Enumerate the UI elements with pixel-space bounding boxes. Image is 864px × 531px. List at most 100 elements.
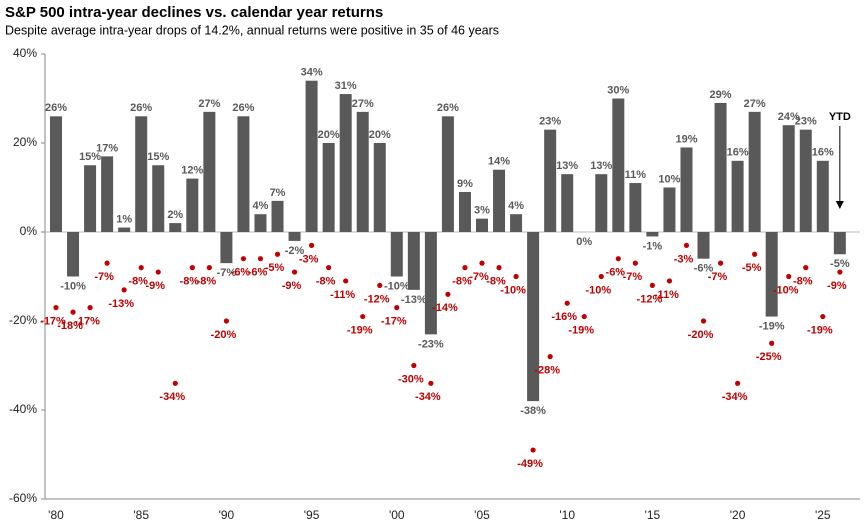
- decline-label: -8%: [486, 276, 506, 288]
- bar-label: -19%: [759, 320, 785, 332]
- bar-label: -23%: [418, 338, 444, 350]
- bar: [186, 178, 199, 232]
- decline-dot: [274, 251, 281, 257]
- bar: [237, 116, 250, 232]
- bar-label: 3%: [474, 205, 490, 217]
- bar: [135, 116, 148, 232]
- x-tick-label: '85: [133, 508, 149, 522]
- decline-label: -14%: [432, 302, 458, 314]
- bar: [203, 111, 216, 232]
- decline-dot: [223, 318, 229, 324]
- bar-label: 31%: [335, 80, 357, 92]
- decline-dot: [513, 273, 519, 280]
- decline-label: -9%: [282, 280, 302, 292]
- bar: [458, 191, 471, 232]
- bar: [833, 232, 846, 255]
- decline-dot: [666, 278, 673, 284]
- bar-label: 12%: [181, 165, 203, 177]
- bar-label: 23%: [795, 116, 817, 128]
- decline-dot: [138, 265, 144, 271]
- bar-label: -1%: [643, 240, 663, 252]
- decline-dot: [769, 340, 775, 346]
- decline-dot: [240, 256, 247, 262]
- decline-dot: [581, 313, 587, 320]
- decline-dot: [837, 269, 843, 275]
- y-tick-label: -60%: [9, 491, 37, 505]
- decline-dot: [564, 300, 570, 306]
- y-tick-label: 40%: [13, 46, 37, 60]
- bar-label: 26%: [130, 102, 152, 114]
- decline-label: -5%: [265, 262, 285, 274]
- bar-label: 13%: [590, 160, 612, 172]
- decline-dot: [683, 242, 690, 248]
- bar-label: 26%: [232, 102, 254, 114]
- decline-label: -34%: [159, 391, 185, 403]
- decline-dot: [649, 282, 656, 288]
- decline-dot: [257, 256, 264, 262]
- decline-dot: [700, 318, 707, 324]
- x-tick-label: '25: [815, 508, 831, 522]
- decline-label: -8%: [793, 276, 813, 288]
- bar: [765, 232, 778, 317]
- decline-label: -19%: [347, 324, 373, 336]
- decline-label: -7%: [469, 271, 489, 283]
- bar-label: 1%: [116, 213, 132, 225]
- decline-label: -7%: [623, 271, 643, 283]
- decline-dot: [53, 305, 59, 311]
- decline-dot: [343, 278, 349, 284]
- bar-label: -6%: [694, 263, 714, 275]
- ytd-annotation: YTD: [829, 111, 851, 123]
- decline-dot: [735, 380, 741, 386]
- decline-label: -17%: [40, 316, 66, 328]
- decline-label: -5%: [742, 262, 762, 274]
- decline-dot: [360, 313, 366, 320]
- decline-dot: [632, 260, 638, 266]
- bar-label: -5%: [830, 258, 850, 270]
- decline-label: -34%: [415, 391, 441, 403]
- bar-label: 9%: [457, 178, 473, 190]
- bar-label: 16%: [812, 147, 834, 159]
- bar: [407, 232, 420, 290]
- bar: [169, 223, 182, 232]
- bar-label: -10%: [384, 280, 410, 292]
- bar: [714, 102, 727, 232]
- decline-label: -20%: [688, 329, 714, 341]
- bar: [356, 111, 369, 232]
- bar: [476, 218, 488, 232]
- bar: [612, 98, 625, 232]
- decline-label: -19%: [568, 324, 594, 336]
- bar-label: 30%: [607, 84, 629, 96]
- decline-label: -8%: [452, 276, 472, 288]
- ytd-arrowhead: [835, 201, 844, 209]
- decline-dot: [411, 362, 417, 369]
- decline-dot: [615, 256, 621, 262]
- decline-dot: [155, 269, 161, 275]
- decline-dot: [104, 260, 110, 266]
- decline-label: -13%: [108, 298, 134, 310]
- bar-label: 27%: [744, 98, 766, 110]
- decline-dot: [189, 265, 195, 271]
- x-tick-label: '00: [389, 508, 405, 522]
- bar: [305, 80, 318, 232]
- bar: [799, 129, 812, 232]
- decline-label: -7%: [94, 271, 114, 283]
- decline-label: -10%: [773, 284, 799, 296]
- bar-label: 26%: [437, 102, 459, 114]
- bar: [50, 116, 62, 232]
- x-tick-label: '10: [559, 508, 575, 522]
- bar: [339, 94, 352, 232]
- y-tick-label: -40%: [9, 402, 37, 416]
- bar: [816, 160, 829, 232]
- bar: [680, 147, 693, 232]
- bar-label: -7%: [217, 267, 237, 279]
- bar: [373, 143, 386, 232]
- bar-label: 0%: [576, 236, 592, 248]
- bar: [731, 160, 744, 232]
- bar: [697, 232, 710, 259]
- decline-label: -18%: [57, 320, 83, 332]
- decline-dot: [752, 251, 758, 257]
- x-tick-label: '90: [219, 508, 235, 522]
- decline-label: -9%: [145, 280, 165, 292]
- bar-label: -10%: [60, 280, 86, 292]
- bar: [629, 183, 642, 232]
